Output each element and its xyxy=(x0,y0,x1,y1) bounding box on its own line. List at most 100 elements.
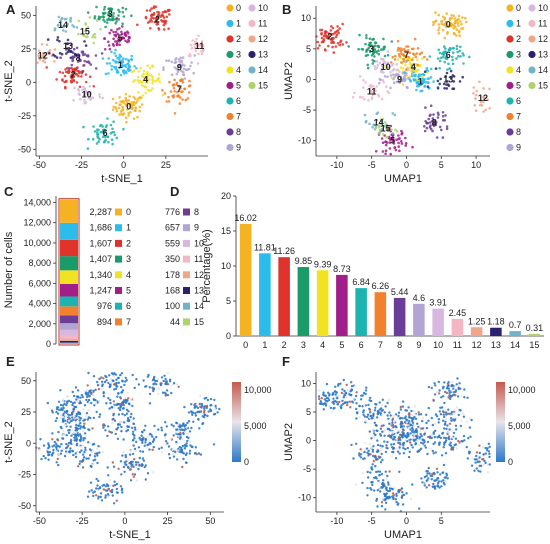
e-cell-point xyxy=(95,494,98,497)
a-cluster-label: 12 xyxy=(38,51,48,61)
b-cell-point xyxy=(388,126,391,129)
e-cell-point xyxy=(101,450,105,454)
e-cell-point xyxy=(168,378,172,381)
b-cell-point xyxy=(362,79,365,82)
b-cell-point xyxy=(448,46,452,50)
e-cell-point xyxy=(160,451,164,454)
a-cell-point xyxy=(122,57,125,60)
a-cluster-label: 4 xyxy=(143,75,148,85)
a-cell-point xyxy=(110,138,114,141)
e-cell-point xyxy=(87,457,90,460)
f-cell-point xyxy=(443,483,446,486)
a-cell-point xyxy=(88,97,91,100)
f-cell-point xyxy=(430,416,433,420)
b-legend-label: 13 xyxy=(538,50,548,60)
b-cell-point xyxy=(386,53,390,57)
b-cluster-label: 13 xyxy=(443,74,453,84)
f-cell-point xyxy=(404,409,407,412)
a-cell-point xyxy=(83,40,86,43)
b-cell-point xyxy=(410,70,413,73)
f-cell-point xyxy=(346,389,349,392)
b-cell-point xyxy=(446,68,449,71)
f-cell-point xyxy=(455,406,459,409)
e-cell-point xyxy=(123,414,127,417)
b-cell-point xyxy=(411,145,414,149)
d-bar xyxy=(278,257,290,336)
a-cell-point xyxy=(98,95,102,99)
e-cell-point xyxy=(172,382,176,385)
c-y-tick-label: 8,000 xyxy=(28,258,51,268)
e-cell-point xyxy=(81,395,85,399)
b-cell-point xyxy=(364,42,367,46)
e-cell-point xyxy=(69,400,73,404)
f-cell-point xyxy=(374,464,377,468)
e-cell-point xyxy=(188,430,192,433)
e-cell-point xyxy=(152,389,155,393)
a-cell-point xyxy=(107,72,110,75)
e-cell-point xyxy=(101,424,105,427)
f-cell-point xyxy=(345,383,348,387)
a-cell-point xyxy=(184,98,188,102)
f-cell-point xyxy=(335,391,338,394)
f-cell-point xyxy=(352,457,355,460)
e-cell-point xyxy=(172,425,175,428)
e-cell-point xyxy=(100,376,103,379)
d-bar xyxy=(355,288,367,336)
b-cell-point xyxy=(374,126,378,130)
a-cell-point xyxy=(101,15,105,18)
a-cell-point xyxy=(92,125,95,128)
b-legend-label: 7 xyxy=(516,112,521,122)
c-count-swatch xyxy=(183,302,190,310)
f-cell-point xyxy=(454,424,458,427)
e-cell-point xyxy=(82,437,85,440)
b-cell-point xyxy=(456,50,459,54)
f-cell-point xyxy=(445,474,449,477)
e-cell-point xyxy=(132,422,135,425)
f-cell-point xyxy=(438,434,441,437)
e-cell-point xyxy=(160,382,163,385)
e-cell-point xyxy=(161,391,165,394)
e-cell-point xyxy=(157,392,160,396)
b-cell-point xyxy=(378,81,381,85)
b-cell-point xyxy=(380,127,384,131)
a-cell-point xyxy=(41,54,45,58)
a-cell-point xyxy=(189,64,192,68)
f-cell-point xyxy=(456,395,460,398)
e-cell-point xyxy=(168,456,172,460)
a-cell-point xyxy=(161,93,164,97)
d-bar xyxy=(413,303,425,336)
a-cell-point xyxy=(186,97,190,100)
b-cell-point xyxy=(400,61,403,64)
a-cell-point xyxy=(86,54,90,58)
a-cell-point xyxy=(64,30,68,33)
a-cell-point xyxy=(111,18,114,22)
f-cell-point xyxy=(427,466,430,470)
e-cell-point xyxy=(81,466,85,469)
e-cell-point xyxy=(131,373,134,377)
e-cell-point xyxy=(102,392,105,395)
a-cell-point xyxy=(124,96,127,100)
b-cell-point xyxy=(450,13,453,17)
e-cell-point xyxy=(65,395,69,399)
a-cell-point xyxy=(143,85,146,88)
f-cell-point xyxy=(355,442,358,445)
f-cell-point xyxy=(427,419,430,422)
f-cell-point xyxy=(439,473,442,476)
a-cell-point xyxy=(98,17,101,21)
f-cell-point xyxy=(378,470,382,473)
e-cell-point xyxy=(131,432,135,436)
f-cell-point xyxy=(398,442,401,445)
e-cell-point xyxy=(181,444,185,448)
f-cell-point xyxy=(435,415,439,418)
e-cell-point xyxy=(207,410,210,413)
e-cell-point xyxy=(67,399,71,403)
e-cell-point xyxy=(203,407,206,410)
b-cell-point xyxy=(408,59,412,62)
b-cell-point xyxy=(462,62,465,65)
b-cell-point xyxy=(331,26,335,30)
e-cell-point xyxy=(72,407,76,411)
a-cell-point xyxy=(93,15,97,18)
a-cell-point xyxy=(102,135,105,138)
a-cell-point xyxy=(107,57,110,60)
a-cell-point xyxy=(65,17,68,21)
